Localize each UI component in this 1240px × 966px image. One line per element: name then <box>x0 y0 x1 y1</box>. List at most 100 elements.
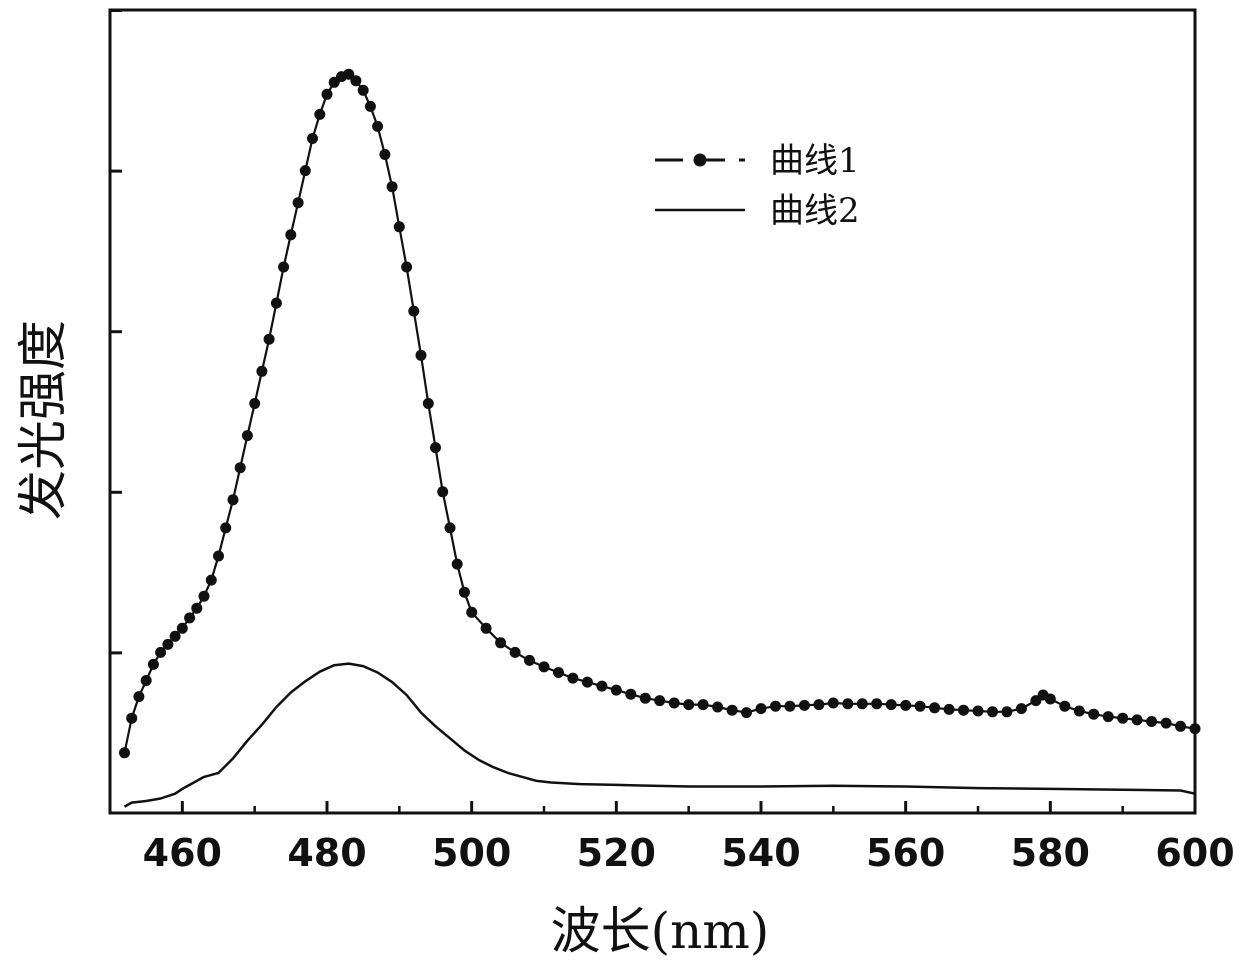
series-1-point <box>191 602 203 614</box>
x-tick-label-580: 580 <box>1011 831 1090 875</box>
series-1-point <box>770 700 781 712</box>
legend-label-series-2: 曲线2 <box>770 191 860 231</box>
series-1-point <box>307 133 318 144</box>
series-1-point <box>372 120 384 132</box>
series-1-point <box>278 261 290 273</box>
series-1-point <box>972 705 984 717</box>
series-2 <box>123 662 1196 808</box>
series-1-line <box>123 73 1196 754</box>
y-axis-title: 发光强度 <box>14 320 72 520</box>
series-1-point <box>227 494 239 506</box>
series-1-point <box>1146 716 1158 727</box>
series-1-point <box>184 612 196 624</box>
series-1-point <box>1059 700 1071 712</box>
series-1-point <box>169 630 181 642</box>
series-1-point <box>784 700 796 712</box>
series-1-point <box>567 672 579 684</box>
series-1-point <box>625 688 637 700</box>
series-1-point <box>415 349 427 361</box>
series-1-point <box>553 667 564 678</box>
series-1-point <box>234 462 246 474</box>
series-1-point <box>314 108 326 120</box>
x-tick-label-560: 560 <box>866 831 945 875</box>
series-1-point <box>430 442 441 454</box>
series-1-point <box>726 704 738 716</box>
series-2-line <box>123 662 1196 808</box>
series-1-point <box>437 486 449 498</box>
x-tick-label-480: 480 <box>287 831 366 875</box>
series-1-point <box>133 691 145 703</box>
series-1-point <box>900 699 912 711</box>
series-1-point <box>401 261 413 273</box>
series-1-point <box>256 365 268 377</box>
series-1-point <box>842 698 854 710</box>
series-1-point <box>914 700 926 712</box>
series-1-point <box>162 638 174 650</box>
series-1-point <box>270 297 282 309</box>
series-1-point <box>958 704 969 716</box>
series-1-point <box>524 654 535 666</box>
series-1-point <box>581 676 593 688</box>
series-1-point <box>458 586 470 598</box>
x-axis-ticks <box>180 801 1197 813</box>
series-1-point <box>697 699 709 711</box>
series-1-point <box>741 707 752 719</box>
series-1-point <box>1131 714 1143 726</box>
series-1-point <box>683 699 695 711</box>
series-1-point <box>871 698 883 710</box>
series-1-point <box>538 661 550 673</box>
series-1-point <box>213 550 224 562</box>
series-layer <box>119 68 1201 808</box>
series-1-point <box>379 149 391 160</box>
x-axis-tick-labels: 460 480 500 520 540 560 580 600 <box>143 831 1235 875</box>
series-1-point <box>198 590 210 602</box>
series-1-point <box>422 398 434 409</box>
series-1-point <box>386 181 398 193</box>
series-1-point <box>176 622 188 634</box>
series-1-point <box>813 699 825 711</box>
series-1-point <box>444 522 456 534</box>
series-1-point <box>299 165 311 177</box>
series-1-point <box>343 68 355 80</box>
series-1-point <box>596 680 608 692</box>
series-1-point <box>929 702 941 714</box>
legend-marker-series-1 <box>693 153 707 167</box>
series-1-point <box>249 398 261 409</box>
series-1-point <box>654 695 666 707</box>
series-1-point <box>408 305 420 317</box>
x-axis-title: 波长(nm) <box>551 902 770 960</box>
series-1-point <box>241 430 253 442</box>
x-tick-label-500: 500 <box>432 831 511 875</box>
x-tick-label-460: 460 <box>143 831 222 875</box>
series-1-point <box>495 637 507 649</box>
series-1-point <box>755 703 767 715</box>
series-1-point <box>1189 723 1201 735</box>
series-1-point <box>126 712 138 724</box>
series-1-point <box>509 646 521 658</box>
series-1-point <box>610 684 622 696</box>
x-tick-label-520: 520 <box>577 831 656 875</box>
series-1-point <box>466 606 478 618</box>
plot-frame <box>108 8 1197 815</box>
series-1-point <box>987 706 998 718</box>
series-1-point <box>885 699 897 711</box>
y-axis-ticks <box>110 9 122 655</box>
series-1 <box>119 68 1201 759</box>
series-1-point <box>292 197 304 209</box>
series-1-point <box>1117 712 1129 724</box>
series-1-point <box>798 699 810 711</box>
series-1-point <box>393 221 405 233</box>
series-1-point <box>480 622 492 634</box>
x-tick-label-600: 600 <box>1155 831 1234 875</box>
series-1-point <box>1102 711 1114 723</box>
series-1-point <box>943 703 955 715</box>
series-1-point <box>1015 703 1027 715</box>
series-1-point <box>1175 720 1186 732</box>
series-1-point <box>155 646 167 658</box>
series-1-point <box>119 747 130 759</box>
series-1-point <box>856 698 868 710</box>
series-1-point <box>827 697 839 709</box>
legend-label-series-1: 曲线1 <box>770 141 860 181</box>
x-tick-label-540: 540 <box>721 831 800 875</box>
